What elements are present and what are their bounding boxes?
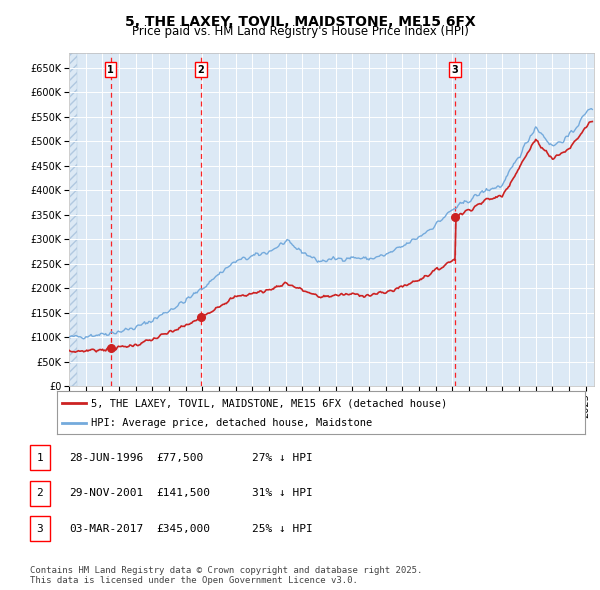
Text: £141,500: £141,500 — [156, 489, 210, 498]
Text: 27% ↓ HPI: 27% ↓ HPI — [252, 453, 313, 463]
Text: £345,000: £345,000 — [156, 524, 210, 533]
Text: 29-NOV-2001: 29-NOV-2001 — [69, 489, 143, 498]
Text: Price paid vs. HM Land Registry's House Price Index (HPI): Price paid vs. HM Land Registry's House … — [131, 25, 469, 38]
Text: 5, THE LAXEY, TOVIL, MAIDSTONE, ME15 6FX (detached house): 5, THE LAXEY, TOVIL, MAIDSTONE, ME15 6FX… — [91, 398, 448, 408]
Text: HPI: Average price, detached house, Maidstone: HPI: Average price, detached house, Maid… — [91, 418, 373, 428]
Text: 3: 3 — [37, 524, 43, 533]
Text: 31% ↓ HPI: 31% ↓ HPI — [252, 489, 313, 498]
Text: 2: 2 — [197, 65, 204, 75]
Text: 1: 1 — [107, 65, 114, 75]
Text: 1: 1 — [37, 453, 43, 463]
Text: 2: 2 — [37, 489, 43, 498]
Text: 25% ↓ HPI: 25% ↓ HPI — [252, 524, 313, 533]
Text: 03-MAR-2017: 03-MAR-2017 — [69, 524, 143, 533]
Text: £77,500: £77,500 — [156, 453, 203, 463]
Text: Contains HM Land Registry data © Crown copyright and database right 2025.
This d: Contains HM Land Registry data © Crown c… — [30, 566, 422, 585]
Text: 28-JUN-1996: 28-JUN-1996 — [69, 453, 143, 463]
Text: 5, THE LAXEY, TOVIL, MAIDSTONE, ME15 6FX: 5, THE LAXEY, TOVIL, MAIDSTONE, ME15 6FX — [125, 15, 475, 29]
Text: 3: 3 — [452, 65, 458, 75]
